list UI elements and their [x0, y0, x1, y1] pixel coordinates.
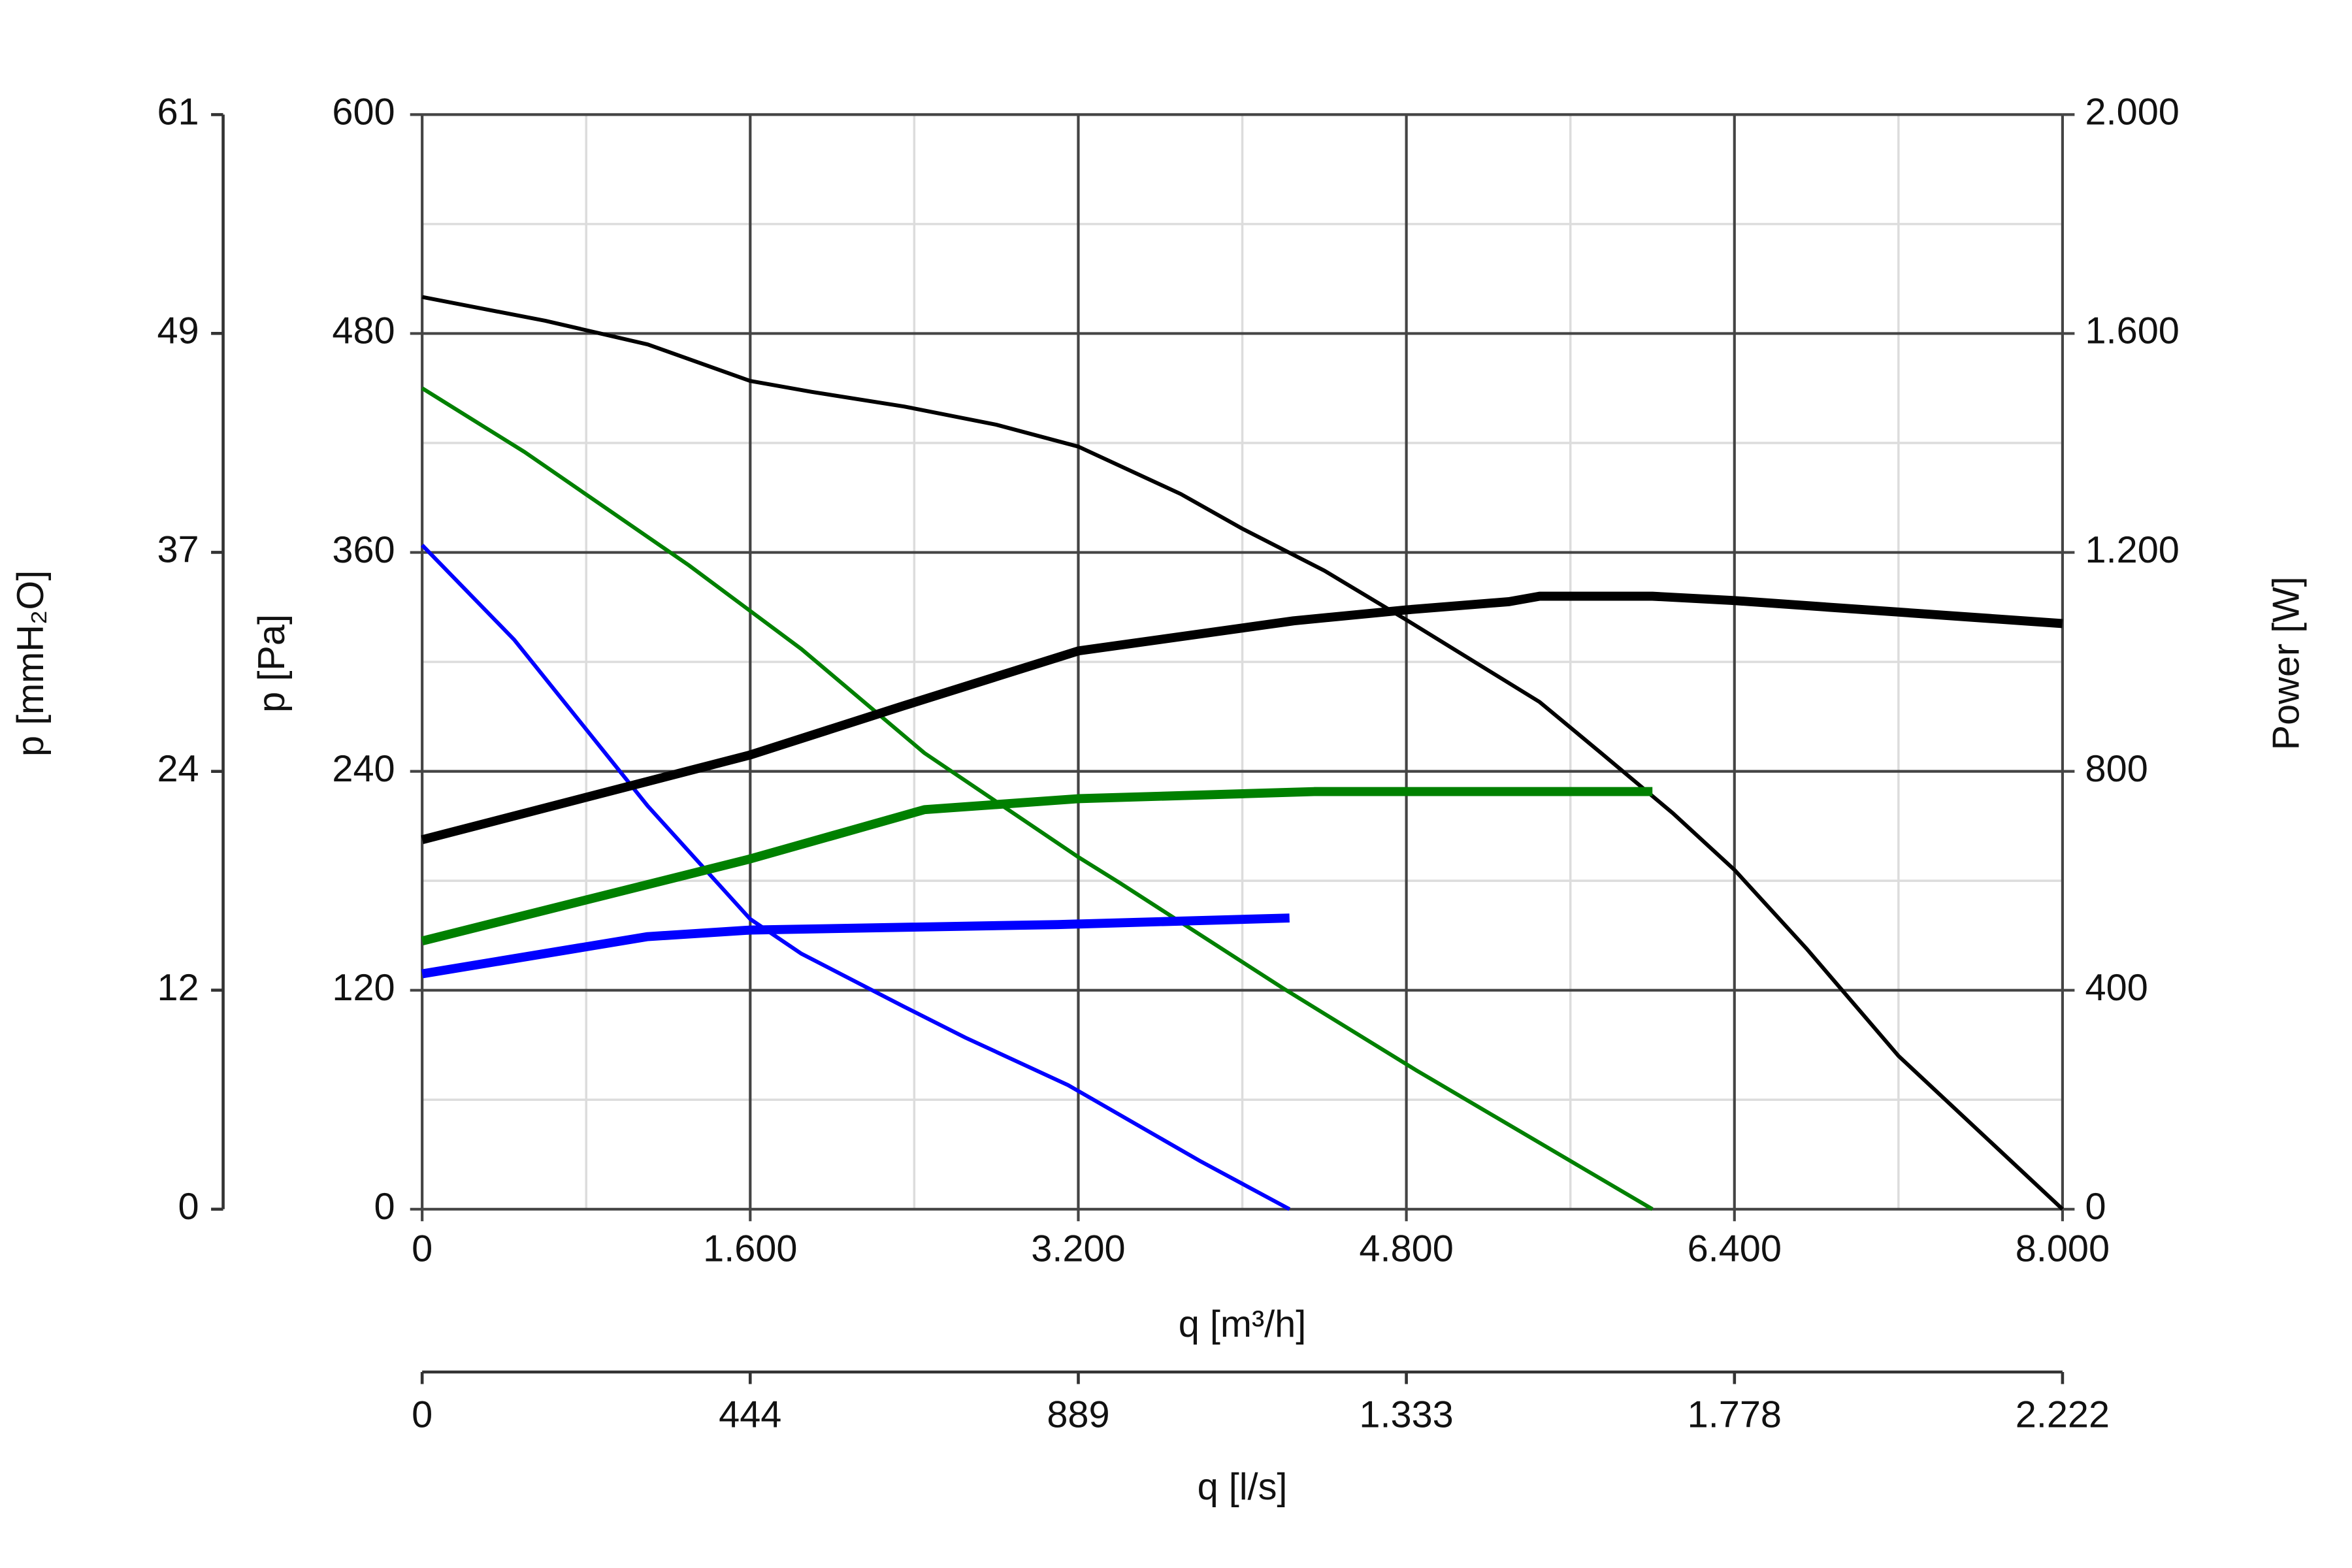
y2-tick-label: 400 [2085, 967, 2148, 1009]
mmh2o-axis-label: p [mmH₂O] [10, 570, 52, 757]
power-line [421, 591, 2063, 845]
y-tick-label: 120 [332, 967, 395, 1009]
pressure-line [421, 544, 1291, 1211]
ls-tick-label: 2.222 [2016, 1394, 2110, 1435]
y2-tick-label: 1.600 [2085, 310, 2180, 352]
pressure-line [421, 295, 2064, 1211]
y-tick-label: 0 [374, 1186, 395, 1228]
y-tick-label: 240 [332, 748, 395, 790]
y-tick-label: 600 [332, 91, 395, 133]
y2-tick-label: 1.200 [2085, 529, 2180, 571]
power-line [421, 913, 1290, 979]
y-tick-label: 480 [332, 310, 395, 352]
x-tick-label: 6.400 [1688, 1228, 1782, 1270]
mmh2o-tick-label: 0 [178, 1186, 199, 1228]
mmh2o-tick-label: 61 [157, 91, 199, 133]
ls-tick-label: 1.333 [1359, 1394, 1453, 1435]
mmh2o-tick-label: 37 [157, 529, 199, 571]
y-tick-label: 360 [332, 529, 395, 571]
mmh2o-tick-label: 24 [157, 748, 199, 790]
x-tick-label: 0 [412, 1228, 433, 1270]
y2-tick-label: 800 [2085, 748, 2148, 790]
ls-axis-label: q [l/s] [1198, 1466, 1288, 1508]
power-line [421, 787, 1653, 946]
x-tick-label: 8.000 [2016, 1228, 2110, 1270]
y2-tick-label: 0 [2085, 1186, 2106, 1228]
y2-axis-label: Power [W] [2265, 576, 2307, 750]
x-tick-label: 1.600 [703, 1228, 797, 1270]
mmh2o-tick-label: 49 [157, 310, 199, 352]
x-tick-label: 3.200 [1031, 1228, 1125, 1270]
ls-tick-label: 444 [719, 1394, 781, 1435]
y2-tick-label: 2.000 [2085, 91, 2180, 133]
mmh2o-tick-label: 12 [157, 967, 199, 1009]
x-tick-label: 4.800 [1359, 1228, 1453, 1270]
ls-tick-label: 0 [412, 1394, 433, 1435]
ls-tick-label: 1.778 [1688, 1394, 1782, 1435]
ls-tick-label: 889 [1047, 1394, 1109, 1435]
x-axis-label: q [m³/h] [1179, 1303, 1307, 1345]
y-axis-label: p [Pa] [251, 614, 293, 713]
